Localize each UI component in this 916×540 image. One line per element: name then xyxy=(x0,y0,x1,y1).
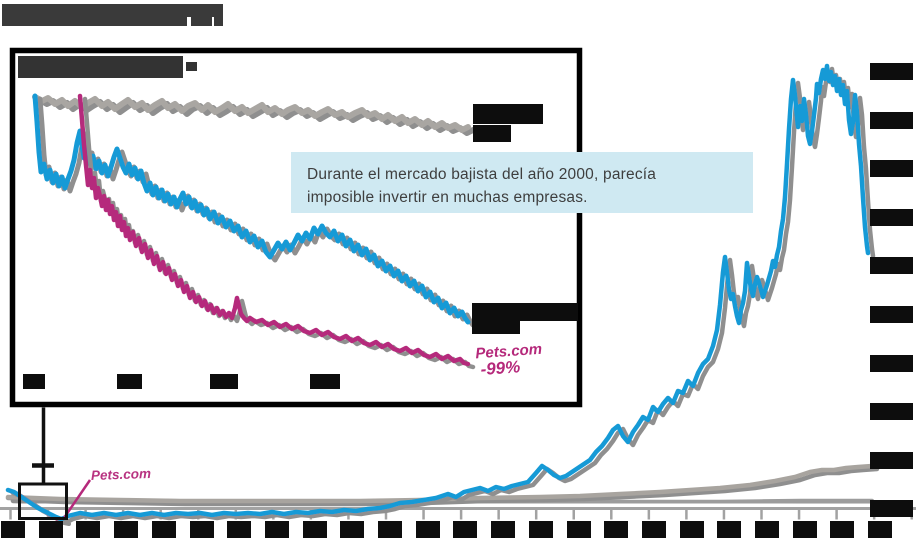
series-blue-inset xyxy=(32,93,471,325)
y-axis-tick-redacted xyxy=(870,160,913,178)
inset-gray-label-redacted xyxy=(473,125,511,142)
inset-frame xyxy=(9,47,583,408)
x-axis-tick-redacted xyxy=(264,521,289,538)
inset-x-tick-redacted xyxy=(310,374,340,389)
inset-x-tick-redacted xyxy=(117,374,142,389)
callout-box: Durante el mercado bajista del año 2000,… xyxy=(291,152,753,213)
y-axis-tick-redacted xyxy=(870,111,913,129)
x-axis-tick-redacted xyxy=(227,521,252,538)
inset-x-tick-redacted xyxy=(23,374,45,389)
series-blue-main xyxy=(5,63,871,522)
x-axis-tick-redacted xyxy=(792,521,817,538)
y-axis-tick-redacted xyxy=(870,354,913,372)
x-axis-tick-redacted xyxy=(528,521,553,538)
x-axis-tick-redacted xyxy=(868,521,893,538)
x-axis-tick-redacted xyxy=(340,521,365,538)
inset-plot-area xyxy=(32,93,471,367)
y-axis-tick-redacted xyxy=(870,451,913,469)
inset-x-tick-redacted xyxy=(210,374,238,389)
series-gray-inset xyxy=(32,94,471,133)
x-axis-tick-redacted xyxy=(717,521,742,538)
page-title-redacted xyxy=(2,16,187,26)
inset-title-redacted xyxy=(186,62,197,71)
x-axis-tick-redacted xyxy=(378,521,402,538)
y-axis-tick-redacted xyxy=(870,403,913,421)
x-axis-tick-redacted xyxy=(830,521,855,538)
x-axis-tick-redacted xyxy=(114,521,139,538)
page-title-redacted xyxy=(191,10,212,26)
pets-leader-line xyxy=(62,479,92,519)
series-pets-inset xyxy=(77,93,471,367)
inset-pets-label: Pets.com -99% xyxy=(475,341,544,379)
x-axis-tick-redacted xyxy=(151,521,176,538)
inset-blue-label-redacted xyxy=(472,320,520,334)
callout-text-line2: imposible invertir en muchas empresas. xyxy=(307,189,588,206)
x-axis-tick-redacted xyxy=(302,521,327,538)
x-axis-tick-redacted xyxy=(566,521,591,538)
page-title-redacted xyxy=(214,13,223,26)
y-axis-tick-redacted xyxy=(870,208,913,226)
inset-blue-label-redacted xyxy=(472,303,578,321)
series-light-gray xyxy=(5,463,875,504)
x-axis-tick-redacted xyxy=(189,521,214,538)
x-axis-tick-redacted xyxy=(641,521,666,538)
x-axis-tick-redacted xyxy=(453,521,478,538)
x-axis-tick-redacted xyxy=(415,521,440,538)
x-axis-tick-redacted xyxy=(755,521,779,538)
page-title-redacted xyxy=(2,4,223,17)
callout-text-line1: Durante el mercado bajista del año 2000,… xyxy=(307,166,657,183)
y-axis-tick-redacted xyxy=(870,63,913,80)
x-axis-tick-redacted xyxy=(679,521,704,538)
inset-gray-label-redacted xyxy=(473,104,543,124)
inset-title-redacted xyxy=(18,56,183,78)
y-axis-tick-redacted xyxy=(870,257,913,275)
x-axis-tick-redacted xyxy=(1,521,25,538)
x-axis-tick-redacted xyxy=(491,521,516,538)
x-axis-tick-redacted xyxy=(76,521,101,538)
y-axis-tick-redacted xyxy=(870,500,913,518)
x-axis-tick-redacted xyxy=(38,521,63,538)
y-axis-tick-redacted xyxy=(870,306,913,323)
x-axis-tick-redacted xyxy=(604,521,629,538)
main-pets-label: Pets.com xyxy=(90,465,152,484)
